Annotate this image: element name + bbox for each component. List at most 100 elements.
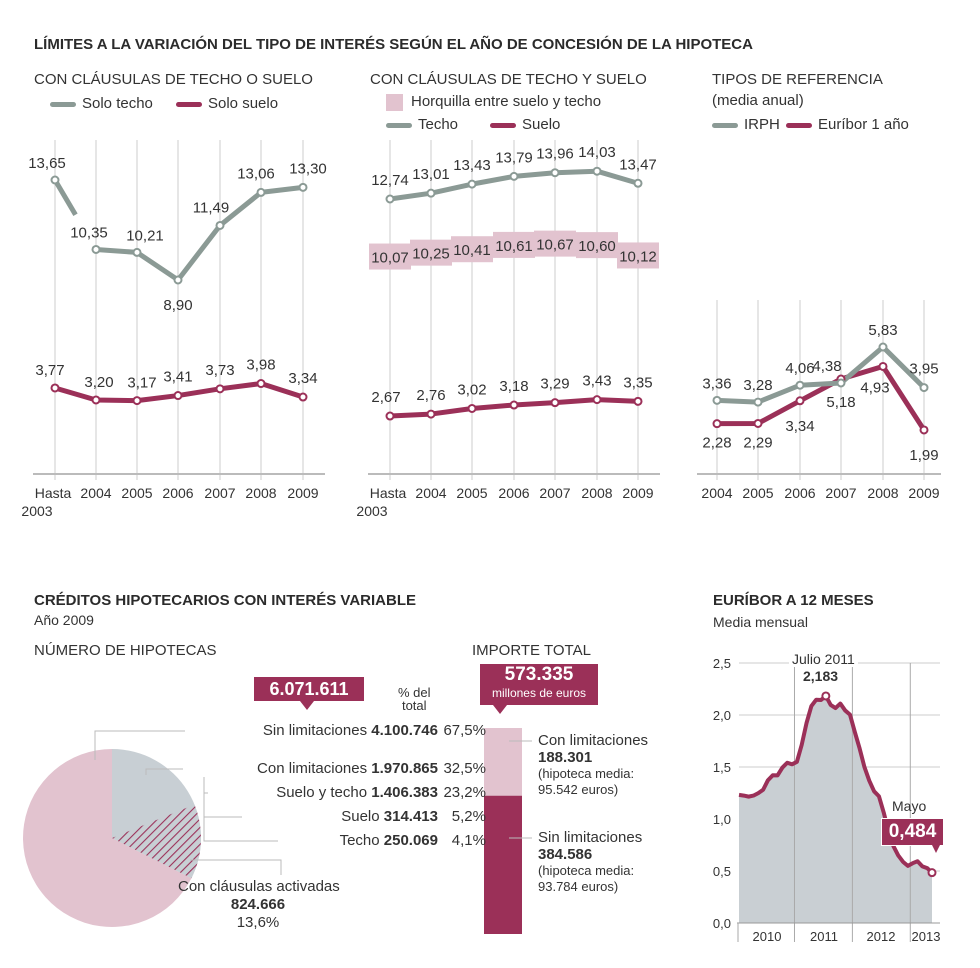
range-box <box>576 232 618 259</box>
legend-horquilla: Horquilla entre suelo y techo <box>386 93 601 111</box>
row-value: 1.970.865 <box>371 760 438 777</box>
range-box <box>493 231 535 258</box>
data-point <box>50 175 60 185</box>
panel1-title: CON CLÁUSULAS DE TECHO O SUELO <box>34 71 313 88</box>
euribor-area <box>739 695 932 923</box>
pct-techo: 4,1% <box>451 832 486 849</box>
amount-note: (hipoteca media: <box>538 766 635 781</box>
x-tick-label: 2010 <box>753 929 782 944</box>
legend-swatch <box>786 122 812 128</box>
data-point <box>550 168 560 178</box>
amount-heading: IMPORTE TOTAL <box>472 642 591 659</box>
data-label: 13,47 <box>619 156 657 173</box>
data-label: 13,01 <box>412 166 450 183</box>
data-point <box>426 409 436 419</box>
legend-swatch <box>386 93 403 111</box>
x-tick-label: 2011 <box>810 929 838 944</box>
x-tick-label: 2006 <box>498 485 529 501</box>
data-label: 3,02 <box>457 381 486 398</box>
data-point <box>91 395 101 405</box>
x-tick-label: 2003 <box>21 503 52 519</box>
data-label: 8,90 <box>163 297 192 314</box>
data-point <box>385 194 395 204</box>
legend-swatch <box>176 101 202 107</box>
x-tick-label: 2008 <box>245 485 276 501</box>
amount-note: 95.542 euros) <box>538 782 619 797</box>
amount-value: 384.586 <box>538 846 593 863</box>
range-box <box>534 230 576 257</box>
badge-pointer <box>300 701 314 710</box>
legend-irph: IRPH <box>712 116 780 133</box>
amount-badge-unit: millones de euros <box>491 686 587 700</box>
peak-label: Julio 2011 <box>789 651 858 667</box>
legend-solo-suelo: Solo suelo <box>176 95 278 112</box>
x-tick-label: Hasta <box>35 485 72 501</box>
panel2-title: CON CLÁUSULAS DE TECHO Y SUELO <box>370 71 647 88</box>
row-value: 314.413 <box>383 808 438 825</box>
leader-con-limitaciones <box>145 768 183 775</box>
data-point <box>509 400 519 410</box>
range-box <box>410 239 452 266</box>
data-label: 13,96 <box>536 146 574 163</box>
series-line <box>52 178 78 217</box>
data-label: 10,21 <box>126 227 164 244</box>
pct-suelo-y-techo: 23,2% <box>443 784 486 801</box>
data-label: 3,29 <box>540 376 569 393</box>
amount-item-con: Con limitaciones 188.301 (hipoteca media… <box>538 732 648 798</box>
data-label: 3,98 <box>246 357 275 374</box>
x-tick-label: 2008 <box>867 485 898 501</box>
range-label: 10,61 <box>495 238 533 255</box>
y-tick-label: 1,5 <box>713 760 731 775</box>
data-point <box>132 247 142 257</box>
y-tick-label: 0,0 <box>713 916 731 931</box>
data-label: 3,77 <box>35 362 64 379</box>
data-label: 3,34 <box>288 370 317 387</box>
x-tick-label: 2006 <box>784 485 815 501</box>
data-label: 3,35 <box>623 374 652 391</box>
legend-swatch <box>490 122 516 128</box>
data-point <box>712 395 722 405</box>
euribor-label: 2,28 <box>702 435 731 452</box>
amount-item-sin: Sin limitaciones 384.586 (hipoteca media… <box>538 829 642 895</box>
pie-slice-sin-limitaciones <box>23 749 192 928</box>
legend-label: Techo <box>418 116 459 133</box>
range-box <box>369 243 411 270</box>
data-point <box>256 187 266 197</box>
amount-badge: 573.335 millones de euros <box>480 664 598 705</box>
pct-header: % del total <box>398 685 431 713</box>
data-label: 12,74 <box>371 172 409 189</box>
activated-label: Con cláusulas activadas <box>178 878 340 895</box>
panel3-subtitle: (media anual) <box>712 92 804 109</box>
range-label: 10,25 <box>412 246 450 263</box>
data-point <box>878 342 888 352</box>
data-point <box>256 379 266 389</box>
irph-label: 3,28 <box>743 377 772 394</box>
credits-title: CRÉDITOS HIPOTECARIOS CON INTERÉS VARIAB… <box>34 592 416 609</box>
data-point <box>298 392 308 402</box>
range-label: 10,60 <box>578 238 616 255</box>
data-point <box>919 425 929 435</box>
pie-slice-activadas <box>112 804 201 879</box>
x-tick-label: 2005 <box>742 485 773 501</box>
data-point <box>91 244 101 254</box>
x-tick-label: 2012 <box>867 929 896 944</box>
amount-label: Con limitaciones <box>538 732 649 749</box>
data-label: 13,43 <box>453 157 491 174</box>
data-point <box>426 188 436 198</box>
data-point <box>467 179 477 189</box>
x-tick-label: 2009 <box>287 485 318 501</box>
data-point <box>633 396 643 406</box>
row-sin-limitaciones: Sin limitaciones 4.100.746 <box>263 722 438 739</box>
last-badge-pointer <box>932 845 940 853</box>
data-point <box>712 419 722 429</box>
data-point <box>550 398 560 408</box>
series-line <box>95 184 304 283</box>
euribor-label: 5,18 <box>826 394 855 411</box>
legend-label: Euríbor 1 año <box>818 116 909 133</box>
legend-techo: Techo <box>386 116 458 133</box>
row-techo: Techo 250.069 <box>340 832 438 849</box>
euribor-label: 3,34 <box>785 418 814 435</box>
euribor-label: 1,99 <box>909 447 938 464</box>
leader-sin-limitaciones <box>94 730 185 760</box>
row-label: Con limitaciones <box>257 760 368 777</box>
